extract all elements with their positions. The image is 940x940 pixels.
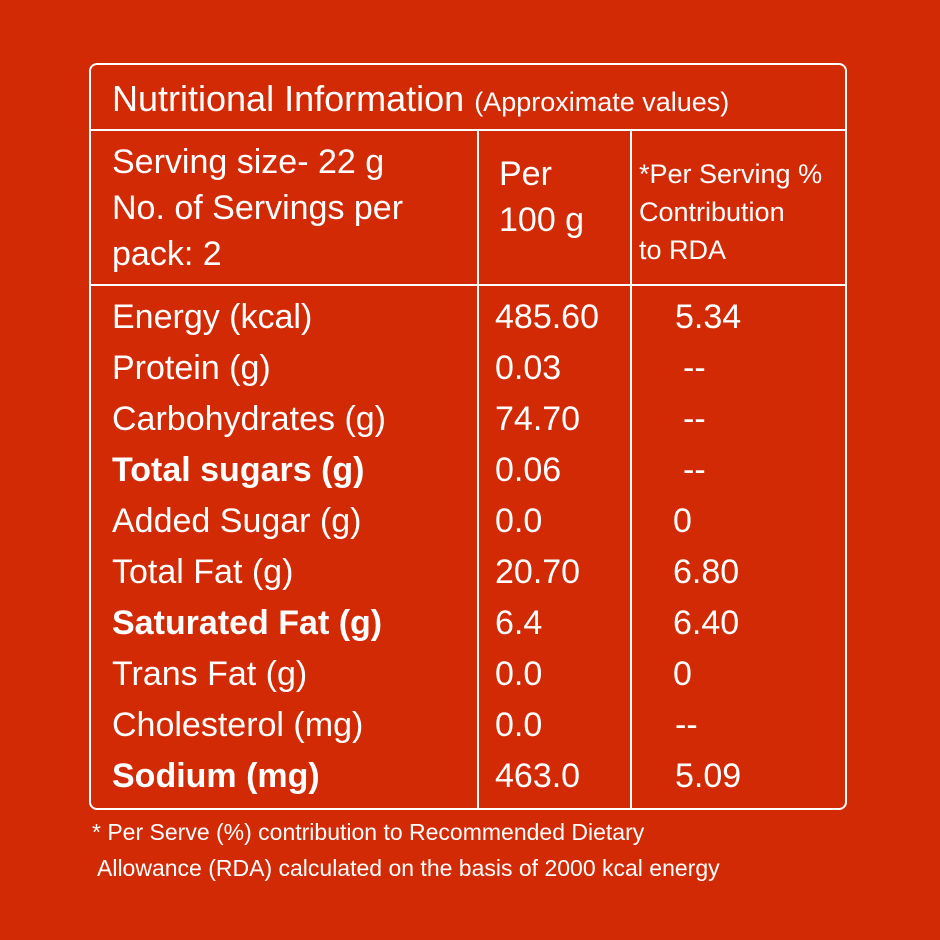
serving-info: Serving size- 22 g No. of Servings per p… (112, 139, 472, 277)
nutrient-name: Total sugars (g) (112, 451, 365, 489)
nutrient-name: Energy (kcal) (112, 298, 313, 336)
column-divider-2 (630, 131, 632, 808)
per-100g-header: Per 100 g (499, 151, 619, 243)
table-row: Saturated Fat (g) 6.4 6.40 (91, 598, 845, 649)
title-row: Nutritional Information (Approximate val… (91, 65, 845, 131)
nutrient-rda: -- (683, 451, 706, 489)
nutrient-name: Trans Fat (g) (112, 655, 308, 693)
nutrient-rda: -- (683, 349, 706, 387)
nutrient-name: Total Fat (g) (112, 553, 294, 591)
column-divider-1 (477, 131, 479, 808)
nutrient-name: Sodium (mg) (112, 757, 320, 795)
rda-header-line3: to RDA (639, 235, 727, 265)
nutrient-per-100g: 463.0 (495, 757, 581, 795)
servings-per-pack-line2: pack: 2 (112, 235, 222, 273)
servings-per-pack-line1: No. of Servings per (112, 189, 404, 227)
nutrient-per-100g: 485.60 (495, 298, 599, 336)
table-row: Total Fat (g) 20.70 6.80 (91, 547, 845, 598)
nutrient-name: Protein (g) (112, 349, 271, 387)
nutrient-per-100g: 0.0 (495, 502, 543, 540)
title-subtitle: (Approximate values) (474, 87, 730, 117)
table-row: Sodium (mg) 463.0 5.09 (91, 751, 845, 802)
table-row: Cholesterol (mg) 0.0 -- (91, 700, 845, 751)
nutrient-per-100g: 6.4 (495, 604, 543, 642)
footnote-line2: Allowance (RDA) calculated on the basis … (97, 855, 720, 881)
serving-size: Serving size- 22 g (112, 143, 385, 181)
per-100g-line2: 100 g (499, 201, 585, 239)
nutrient-name: Added Sugar (g) (112, 502, 362, 540)
nutrient-per-100g: 0.06 (495, 451, 562, 489)
table-row: Carbohydrates (g) 74.70 -- (91, 394, 845, 445)
nutrient-rda: 6.40 (673, 604, 740, 642)
nutrient-rda: 0 (673, 655, 692, 693)
nutrient-name: Cholesterol (mg) (112, 706, 364, 744)
nutrient-rda: 5.09 (675, 757, 742, 795)
title-main-text: Nutritional Information (112, 78, 465, 119)
nutrient-rda: -- (683, 400, 706, 438)
table-row: Total sugars (g) 0.06 -- (91, 445, 845, 496)
table-row: Added Sugar (g) 0.0 0 (91, 496, 845, 547)
nutrient-rda: 5.34 (675, 298, 742, 336)
table-row: Energy (kcal) 485.60 5.34 (91, 292, 845, 343)
rda-header-line1: *Per Serving % (639, 159, 823, 189)
nutrient-rda: -- (675, 706, 698, 744)
nutrient-rda: 6.80 (673, 553, 740, 591)
nutrient-per-100g: 0.03 (495, 349, 562, 387)
footnote-line1: * Per Serve (%) contribution to Recommen… (92, 819, 645, 845)
table-title: Nutritional Information (Approximate val… (112, 79, 729, 122)
footnote: * Per Serve (%) contribution to Recommen… (92, 814, 892, 886)
nutrition-table: Nutritional Information (Approximate val… (89, 63, 847, 810)
table-row: Trans Fat (g) 0.0 0 (91, 649, 845, 700)
nutrient-per-100g: 20.70 (495, 553, 581, 591)
rda-header: *Per Serving % Contribution to RDA (639, 155, 849, 269)
nutrient-per-100g: 0.0 (495, 706, 543, 744)
nutrient-per-100g: 0.0 (495, 655, 543, 693)
nutrient-name: Carbohydrates (g) (112, 400, 387, 438)
nutrient-name: Saturated Fat (g) (112, 604, 383, 642)
header-row: Serving size- 22 g No. of Servings per p… (91, 131, 845, 286)
rda-header-line2: Contribution (639, 197, 785, 227)
nutrient-rda: 0 (673, 502, 692, 540)
table-row: Protein (g) 0.03 -- (91, 343, 845, 394)
nutrient-per-100g: 74.70 (495, 400, 581, 438)
per-100g-line1: Per (499, 155, 552, 193)
